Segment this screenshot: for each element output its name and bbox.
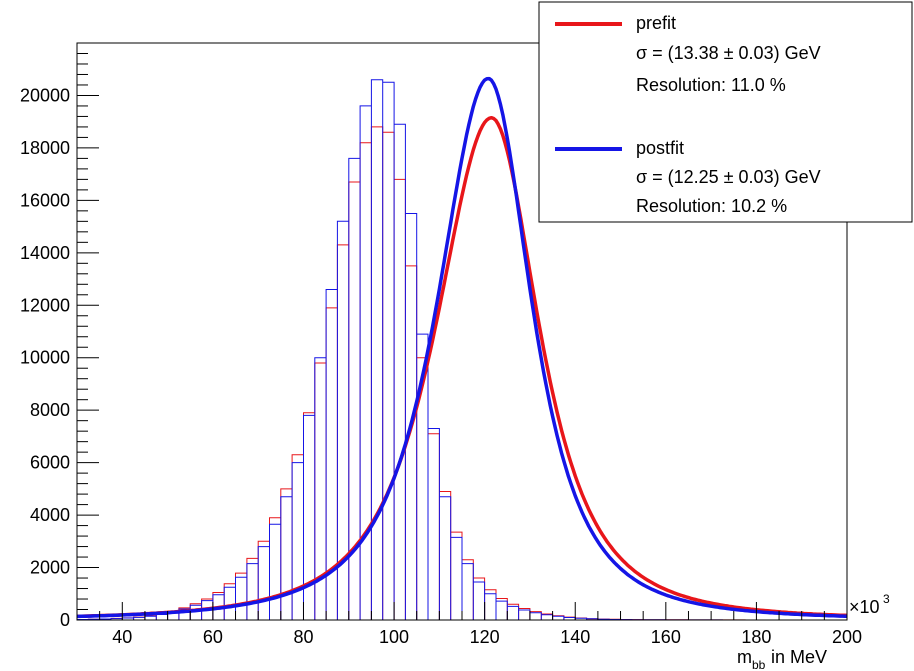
- x-tick-label: 160: [651, 627, 681, 647]
- y-tick-label: 10000: [20, 348, 70, 368]
- y-tick-label: 18000: [20, 138, 70, 158]
- x-tick-label: 40: [112, 627, 132, 647]
- legend: prefit σ = (13.38 ± 0.03) GeV Resolution…: [538, 1, 913, 223]
- x-tick-label: 200: [832, 627, 862, 647]
- x-tick-label: 60: [203, 627, 223, 647]
- postfit-fit-curve: [77, 76, 848, 619]
- x-axis: 40 60 80 100 120 140 160 180 200: [76, 602, 862, 647]
- x-multiplier-exponent: 3: [883, 592, 890, 606]
- y-tick-label: 6000: [30, 453, 70, 473]
- legend-prefit-resolution: Resolution: 11.0 %: [636, 75, 786, 95]
- x-axis-title: m bb in MeV: [737, 647, 827, 671]
- y-tick-label: 4000: [30, 505, 70, 525]
- y-tick-label: 14000: [20, 243, 70, 263]
- legend-postfit-name: postfit: [636, 138, 684, 158]
- legend-postfit-resolution: Resolution: 10.2 %: [636, 196, 787, 216]
- x-tick-label: 100: [379, 627, 409, 647]
- fit-curves: [76, 76, 848, 619]
- x-axis-title-main: m: [737, 647, 752, 667]
- legend-postfit-sigma: σ = (12.25 ± 0.03) GeV: [636, 167, 821, 187]
- legend-box: [538, 1, 913, 223]
- x-tick-label: 180: [741, 627, 771, 647]
- y-tick-label: 20000: [20, 85, 70, 105]
- y-tick-label: 8000: [30, 400, 70, 420]
- x-tick-label: 80: [293, 627, 313, 647]
- y-axis: 0 2000 4000 6000 8000 10000 12000 14000 16000 180…: [20, 42, 99, 630]
- y-tick-label: 16000: [20, 190, 70, 210]
- x-multiplier-base: ×10: [849, 597, 880, 617]
- legend-prefit-name: prefit: [636, 13, 676, 33]
- x-tick-label: 120: [470, 627, 500, 647]
- x-axis-title-rest: in MeV: [766, 647, 827, 667]
- legend-prefit-sigma: σ = (13.38 ± 0.03) GeV: [636, 43, 821, 63]
- x-axis-title-subscript: bb: [752, 658, 766, 671]
- y-tick-label: 12000: [20, 295, 70, 315]
- x-tick-label: 140: [560, 627, 590, 647]
- y-tick-label: 2000: [30, 558, 70, 578]
- y-tick-label: 0: [60, 610, 70, 630]
- x-multiplier: ×10 3: [849, 592, 890, 617]
